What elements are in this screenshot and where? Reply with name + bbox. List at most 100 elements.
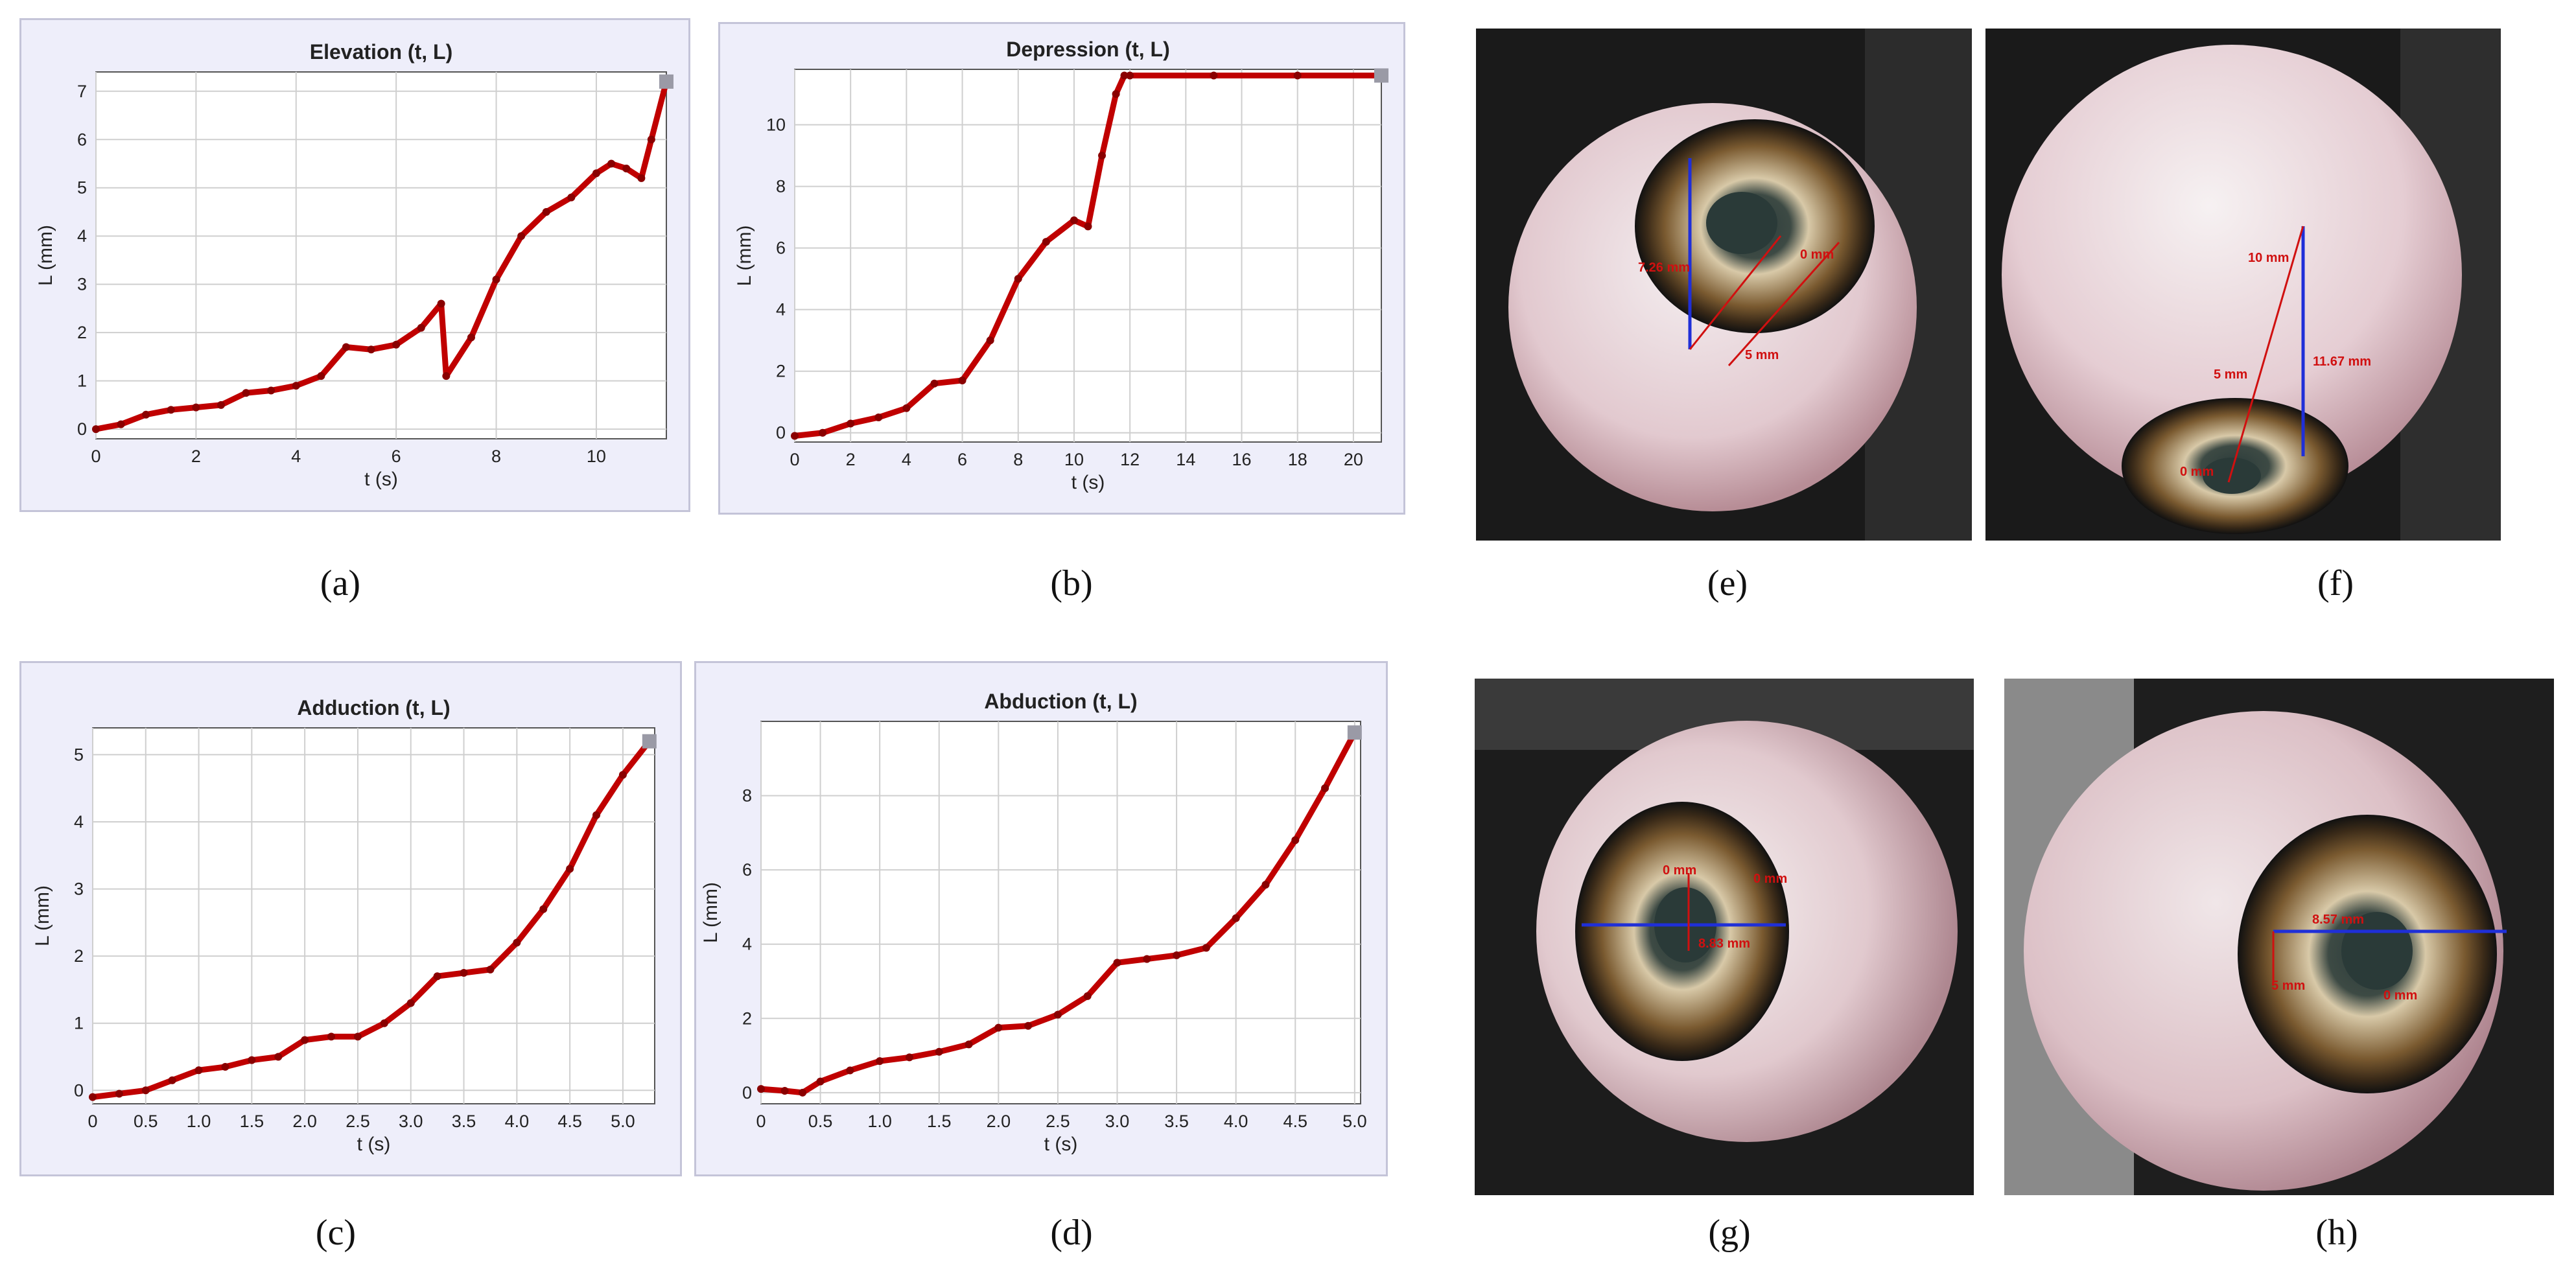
y-tick-label: 4 xyxy=(74,812,84,832)
data-point xyxy=(513,939,521,947)
plot-area xyxy=(794,69,1382,443)
y-tick-label: 7 xyxy=(77,82,87,101)
annotation: 0 mm xyxy=(2383,988,2417,1003)
y-tick-label: 3 xyxy=(74,880,84,899)
data-point xyxy=(1112,90,1120,99)
x-tick-label: 20 xyxy=(1344,450,1363,469)
data-point xyxy=(1098,152,1107,160)
data-point xyxy=(819,428,827,437)
data-point xyxy=(492,275,500,284)
x-tick-label: 0.5 xyxy=(808,1112,833,1131)
y-tick-label: 2 xyxy=(776,362,786,381)
data-point xyxy=(846,1066,854,1075)
data-point xyxy=(417,323,425,332)
annotation: 11.67 mm xyxy=(2313,355,2371,369)
data-point xyxy=(1173,951,1181,959)
x-tick-label: 4.0 xyxy=(505,1112,530,1131)
end-marker xyxy=(1374,68,1388,83)
data-point xyxy=(935,1047,943,1056)
x-tick-label: 1.5 xyxy=(927,1112,952,1131)
data-point xyxy=(1202,944,1210,952)
data-point xyxy=(1070,216,1078,224)
caption-b: (b) xyxy=(1050,563,1093,603)
y-axis-label: L (mm) xyxy=(700,882,721,943)
data-point xyxy=(167,406,175,414)
y-tick-label: 2 xyxy=(77,323,87,342)
chart-abduction: Abduction (t, L) 0 0.5 1.0 1.5 2.0 2.5 3.0 3.5 4.… xyxy=(700,690,1367,1155)
data-point xyxy=(1084,222,1092,231)
x-tick-label: 4 xyxy=(291,447,301,466)
y-tick-label: 4 xyxy=(742,935,752,954)
data-point xyxy=(647,135,655,144)
data-point xyxy=(1126,71,1134,80)
y-axis-label: L (mm) xyxy=(32,885,53,946)
x-tick-label: 10 xyxy=(587,447,606,466)
y-axis-label: L (mm) xyxy=(734,226,755,286)
data-point xyxy=(486,965,495,974)
data-point xyxy=(1143,955,1151,963)
y-tick-label: 5 xyxy=(77,178,87,198)
data-point xyxy=(876,1057,884,1066)
y-tick-label: 0 xyxy=(74,1080,84,1100)
y-tick-label: 2 xyxy=(742,1009,752,1028)
y-tick-label: 8 xyxy=(742,786,752,806)
data-point xyxy=(442,372,451,380)
chart-title: Adduction (t, L) xyxy=(297,696,450,719)
x-tick-label: 18 xyxy=(1288,450,1307,469)
y-axis-label: L (mm) xyxy=(35,225,56,286)
data-point xyxy=(1291,836,1300,845)
data-point xyxy=(905,1053,913,1062)
x-tick-label: 16 xyxy=(1232,450,1252,469)
annotation: 5 mm xyxy=(2271,979,2305,993)
data-point xyxy=(994,1023,1003,1032)
x-tick-label: 1.0 xyxy=(867,1112,892,1131)
eye-photo-f: 10 mm 5 mm 11.67 mm 0 mm xyxy=(1985,29,2501,541)
y-tick-label: 2 xyxy=(74,946,84,966)
y-tick-label: 5 xyxy=(74,745,84,764)
data-point xyxy=(607,159,616,168)
data-point xyxy=(1083,992,1092,1000)
data-point xyxy=(168,1076,176,1084)
chart-panel-a: Elevation (t, L) 0 2 4 6 8 10 0 1 2 3 4 5 6 7 t (s) L (m… xyxy=(19,18,690,512)
chart-depression: Depression (t, L) 0 2 4 6 8 10 12 14 16 18 20 0 2 4 6 8 1… xyxy=(734,38,1388,493)
annotation: 8.57 mm xyxy=(2312,913,2364,927)
data-point xyxy=(242,389,250,397)
data-point xyxy=(986,336,994,345)
data-point xyxy=(437,299,445,308)
end-marker xyxy=(659,74,673,89)
data-point xyxy=(816,1077,825,1086)
caption-c: (c) xyxy=(315,1213,357,1253)
x-tick-label: 4.5 xyxy=(557,1112,582,1131)
data-point xyxy=(1053,1010,1062,1019)
data-point xyxy=(622,164,631,172)
x-tick-label: 10 xyxy=(1064,450,1084,469)
data-point xyxy=(192,403,200,412)
eye-photo-h: 8.57 mm 5 mm 0 mm xyxy=(2004,679,2554,1195)
data-point xyxy=(221,1063,229,1071)
data-point xyxy=(637,174,646,182)
data-point xyxy=(930,379,939,388)
data-point xyxy=(327,1032,336,1041)
data-point xyxy=(517,232,526,240)
data-point xyxy=(367,345,375,354)
x-tick-label: 2.0 xyxy=(987,1112,1011,1131)
caption-e: (e) xyxy=(1707,563,1748,603)
data-point xyxy=(567,193,576,202)
x-tick-label: 3.5 xyxy=(1164,1112,1189,1131)
data-point xyxy=(539,905,548,913)
data-point xyxy=(1321,784,1329,793)
annotation: 0 mm xyxy=(1663,863,1696,878)
x-tick-label: 8 xyxy=(1013,450,1023,469)
annotation: 5 mm xyxy=(1745,348,1779,362)
data-point xyxy=(301,1036,309,1044)
data-point xyxy=(194,1066,203,1075)
data-point xyxy=(847,419,855,428)
y-tick-label: 0 xyxy=(776,423,786,443)
x-tick-label: 1.5 xyxy=(240,1112,264,1131)
data-point xyxy=(566,865,574,873)
caption-d: (d) xyxy=(1050,1213,1093,1253)
x-tick-label: 6 xyxy=(392,447,401,466)
y-tick-label: 3 xyxy=(77,275,87,294)
x-tick-label: 0.5 xyxy=(134,1112,158,1131)
y-tick-label: 10 xyxy=(766,115,786,135)
